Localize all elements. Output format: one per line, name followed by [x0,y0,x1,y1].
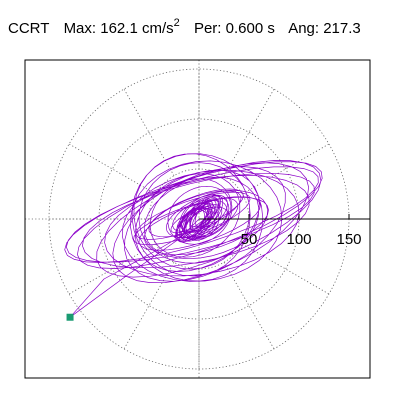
peak-marker-layer [66,313,74,321]
station-code: CCRT [8,20,50,37]
radial-tick-label-150: 150 [336,231,361,248]
max-unit: cm/s [141,20,174,37]
radial-tick-label-100: 100 [286,231,311,248]
ang-value: 217.3 [323,20,361,37]
radial-axis: 50 100 150 [199,214,370,248]
max-unit-exponent: 2 [173,17,180,29]
per-value: 0.600 [225,20,264,37]
per-unit: s [267,20,275,37]
peak-marker [66,313,74,321]
grid-spoke-120 [123,88,175,176]
max-label: Max: [63,20,97,37]
radial-tick-label-50: 50 [241,231,258,248]
orbit-path [64,153,323,318]
grid-spoke-240 [123,262,175,350]
orbit-trace [64,153,323,318]
chart-header: CCRT Max: 162.1 cm/s2 Per: 0.600 s Ang: … [8,14,361,37]
ang-label: Ang: [288,20,320,37]
grid-spoke-150 [68,143,156,195]
per-label: Per: [193,20,222,37]
plot-frame [24,59,371,379]
max-value: 162.1 [100,20,138,37]
